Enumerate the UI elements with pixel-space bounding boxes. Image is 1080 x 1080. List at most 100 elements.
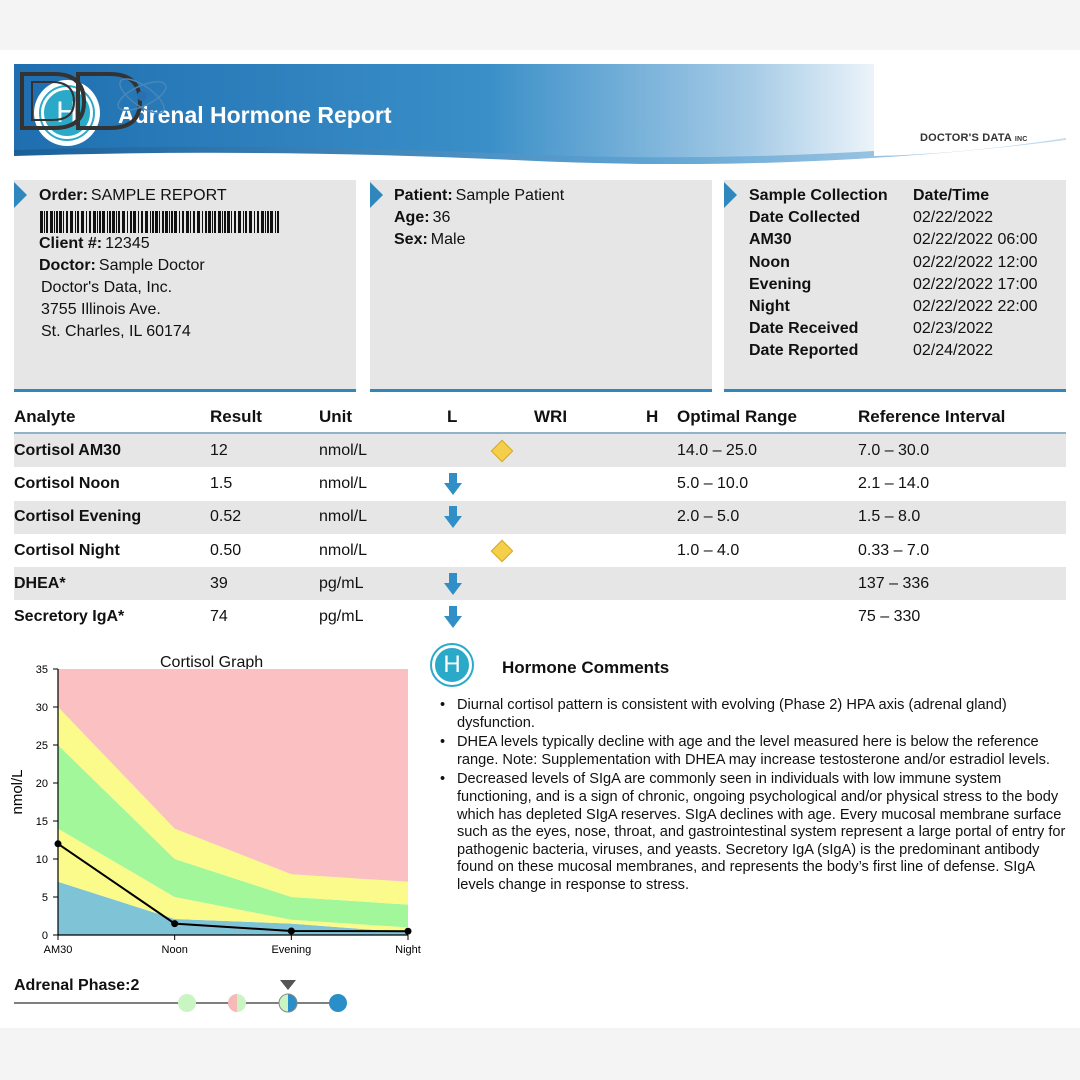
panel-corner-marker bbox=[14, 182, 27, 208]
chart-title: Cortisol Graph bbox=[160, 654, 264, 671]
phase-dot bbox=[178, 994, 196, 1012]
doctor-line: Doctor: Sample Doctor bbox=[39, 257, 205, 274]
analyte-cell: Cortisol AM30 bbox=[14, 441, 121, 459]
sex-line: Sex: Male bbox=[394, 231, 466, 248]
result-cell: 0.52 bbox=[210, 508, 242, 526]
panel-corner-marker bbox=[724, 182, 737, 208]
collection-row: AM30 02/22/2022 06:00 bbox=[749, 229, 1038, 251]
analyte-cell: DHEA* bbox=[14, 574, 66, 592]
within-reference-diamond-icon bbox=[490, 539, 514, 562]
x-tick-label: Night bbox=[395, 944, 421, 956]
comment-item: DHEA levels typically decline with age a… bbox=[438, 734, 1072, 769]
comments-h-icon: H bbox=[432, 645, 472, 685]
cortisol-series-line bbox=[57, 842, 409, 933]
collection-value: 02/22/2022 22:00 bbox=[913, 298, 1038, 315]
comment-item: Decreased levels of SIgA are commonly se… bbox=[438, 771, 1072, 894]
table-row: Cortisol Noon 1.5 nmol/L 5.0 – 10.0 2.1 – 14… bbox=[14, 467, 1066, 500]
unit-cell: pg/mL bbox=[319, 608, 364, 626]
y-tick-label: 10 bbox=[36, 854, 48, 866]
collection-value: 02/24/2022 bbox=[913, 342, 994, 360]
reference-interval-cell: 75 – 330 bbox=[858, 608, 921, 626]
phase-dot bbox=[228, 994, 246, 1012]
header-optimal-range: Optimal Range bbox=[677, 407, 797, 426]
phase-dot bbox=[278, 993, 298, 1013]
analyte-cell: Cortisol Evening bbox=[14, 508, 142, 526]
header-high: H bbox=[646, 407, 659, 426]
result-cell: 39 bbox=[210, 574, 228, 592]
unit-cell: nmol/L bbox=[319, 508, 368, 526]
barcode-icon bbox=[40, 211, 279, 233]
unit-cell: pg/mL bbox=[319, 574, 364, 592]
comment-item: Diurnal cortisol pattern is consistent w… bbox=[438, 697, 1072, 732]
y-tick-label: 0 bbox=[42, 930, 48, 942]
collection-key: AM30 bbox=[749, 231, 792, 249]
result-cell: 1.5 bbox=[210, 474, 233, 492]
result-cell: 74 bbox=[210, 608, 228, 626]
unit-cell: nmol/L bbox=[319, 474, 368, 492]
collection-key: Night bbox=[749, 298, 790, 315]
collection-key: Sample Collection bbox=[749, 187, 888, 204]
address-line-3: St. Charles, IL 60174 bbox=[41, 323, 191, 340]
header-wri: WRI bbox=[534, 407, 568, 426]
y-tick-label: 5 bbox=[42, 892, 48, 904]
phase-pointer-icon bbox=[280, 980, 296, 990]
collection-value: Date/Time bbox=[913, 187, 990, 204]
optimal-range-cell: 5.0 – 10.0 bbox=[677, 474, 749, 492]
collection-key: Date Reported bbox=[749, 342, 859, 360]
patient-line: Patient: Sample Patient bbox=[394, 187, 565, 204]
client-line: Client #: 12345 bbox=[39, 235, 150, 252]
chart-band-reference-high bbox=[58, 707, 408, 905]
table-row: Cortisol AM30 12 nmol/L 14.0 – 25.0 7.0 – 30… bbox=[14, 434, 1066, 468]
reference-interval-cell: 2.1 – 14.0 bbox=[858, 474, 930, 492]
collection-value: 02/22/2022 06:00 bbox=[913, 231, 1038, 249]
analyte-cell: Cortisol Noon bbox=[14, 474, 120, 492]
doctors-data-logo-icon bbox=[20, 72, 167, 130]
collection-value: 02/22/2022 bbox=[913, 209, 994, 227]
x-tick-label: Evening bbox=[271, 944, 311, 956]
panel-corner-marker bbox=[370, 182, 383, 208]
reference-interval-cell: 1.5 – 8.0 bbox=[858, 508, 921, 526]
collection-value: 02/23/2022 bbox=[913, 320, 994, 338]
low-arrow-down-icon bbox=[444, 572, 462, 595]
results-table: Analyte Result Unit L WRI H Optimal Rang… bbox=[14, 402, 1066, 634]
x-tick-label: Noon bbox=[162, 944, 188, 956]
low-arrow-down-icon bbox=[444, 506, 462, 529]
cortisol-data-point bbox=[287, 927, 295, 935]
collection-key: Date Collected bbox=[749, 209, 861, 227]
adrenal-phase-label: Adrenal Phase:2 bbox=[14, 977, 140, 994]
y-tick-label: 30 bbox=[36, 702, 48, 714]
y-tick-label: 35 bbox=[36, 664, 48, 676]
cortisol-graph: 0 5 10 15 20 25 30 35 AM30 Noon Evening Night nmol/L bbox=[9, 664, 421, 956]
collection-key: Date Received bbox=[749, 320, 859, 338]
result-cell: 0.50 bbox=[210, 541, 242, 559]
cortisol-data-point bbox=[54, 840, 62, 848]
unit-cell: nmol/L bbox=[319, 541, 368, 559]
collection-row: Date Reported 02/24/2022 bbox=[749, 340, 993, 362]
reference-interval-cell: 0.33 – 7.0 bbox=[858, 541, 930, 559]
header-result: Result bbox=[210, 407, 262, 426]
y-axis-label: nmol/L bbox=[9, 769, 26, 814]
table-body: Cortisol AM30 12 nmol/L 14.0 – 25.0 7.0 – 30… bbox=[14, 434, 1066, 634]
comments-list: Diurnal cortisol pattern is consistent w… bbox=[438, 697, 1072, 897]
result-cell: 12 bbox=[210, 441, 228, 459]
analyte-cell: Cortisol Night bbox=[14, 541, 120, 559]
within-reference-diamond-icon bbox=[490, 439, 514, 462]
low-arrow-down-icon bbox=[444, 606, 462, 629]
collection-row: Night 02/22/2022 22:00 bbox=[749, 296, 1038, 318]
report-sheet: H Adrenal Hormone Report DOCTOR'S DATA I… bbox=[0, 50, 1080, 1028]
header-low: L bbox=[447, 407, 458, 426]
address-line-1: Doctor's Data, Inc. bbox=[41, 279, 173, 296]
chart-band-low bbox=[58, 881, 408, 935]
header-reference-interval: Reference Interval bbox=[858, 407, 1006, 426]
collection-value: 02/22/2022 17:00 bbox=[913, 275, 1038, 293]
header-banner-graphic bbox=[14, 64, 1066, 164]
x-tick-label: AM30 bbox=[44, 944, 73, 956]
collection-key: Noon bbox=[749, 253, 790, 271]
chart-band-optimal bbox=[58, 745, 408, 928]
optimal-range-cell: 14.0 – 25.0 bbox=[677, 441, 758, 459]
y-tick-label: 20 bbox=[36, 778, 48, 790]
collection-row: Noon 02/22/2022 12:00 bbox=[749, 252, 1038, 274]
table-row: Secretory IgA* 74 pg/mL 75 – 330 bbox=[14, 600, 1066, 633]
order-line: Order: SAMPLE REPORT bbox=[39, 187, 227, 204]
comments-title: Hormone Comments bbox=[502, 658, 670, 677]
